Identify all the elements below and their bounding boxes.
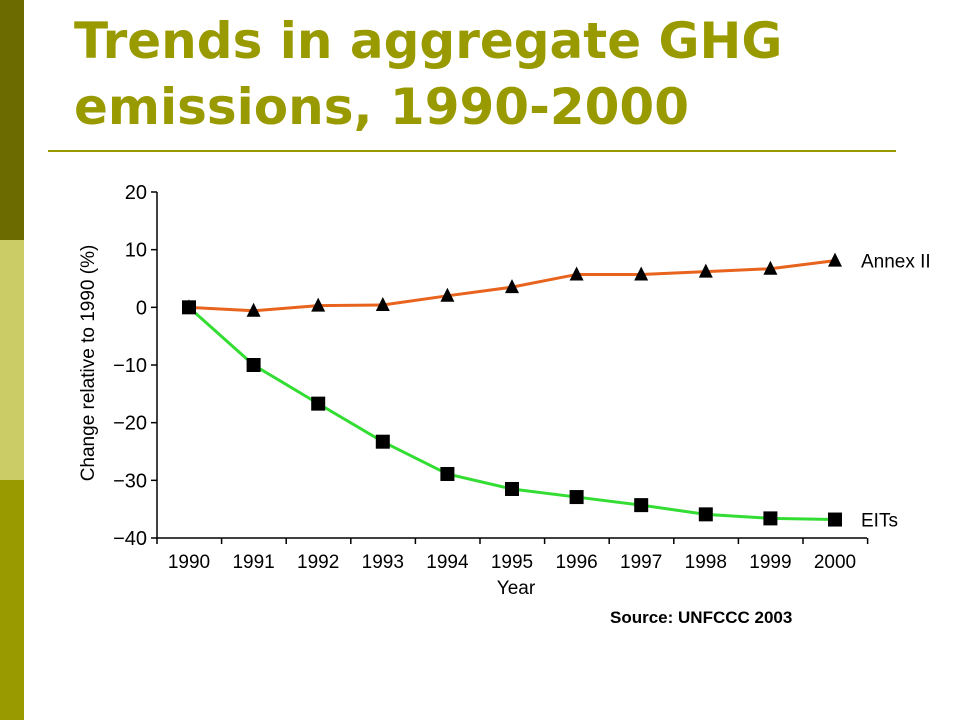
y-tick-label: −20	[113, 413, 147, 435]
data-point-eits	[311, 396, 326, 411]
y-tick-label: −40	[113, 528, 147, 550]
series-layer: Annex II EITs	[182, 252, 931, 532]
source-note: Source: UNFCCC 2003	[610, 608, 793, 627]
x-tick-label: 1993	[362, 552, 404, 573]
x-tick-label: 1996	[555, 552, 597, 573]
y-tick-label: 20	[125, 182, 147, 204]
y-ticks: 20 10 0 −10 −20 −30 −40	[113, 182, 157, 550]
y-tick-label: −30	[113, 470, 147, 492]
data-point-annex-ii	[763, 260, 778, 275]
data-point-annex-ii	[246, 302, 261, 317]
data-point-annex-ii	[505, 279, 519, 294]
sidebar-band-light	[0, 240, 24, 480]
data-point-annex-ii	[440, 287, 455, 302]
data-point-eits	[828, 512, 842, 527]
data-point-eits	[763, 511, 778, 526]
series-label-eits: EITs	[861, 511, 898, 532]
sidebar-band-dark	[0, 0, 24, 240]
x-tick-label: 1990	[168, 552, 210, 573]
sidebar-band-olive	[0, 480, 24, 720]
title-divider	[48, 150, 896, 152]
data-point-eits	[698, 507, 713, 522]
x-tick-label: 1997	[620, 552, 662, 573]
x-tick-label: 1992	[297, 552, 339, 573]
x-tick-label: 1995	[491, 552, 533, 573]
x-axis-label: Year	[497, 578, 536, 599]
data-point-eits	[569, 490, 584, 505]
data-point-annex-ii	[311, 297, 326, 312]
slide-title: Trends in aggregate GHG emissions, 1990-…	[74, 12, 783, 136]
data-point-annex-ii	[634, 266, 649, 281]
x-tick-label: 1991	[232, 552, 274, 573]
x-tick-label: 1994	[426, 552, 469, 573]
series-label-annex-ii: Annex II	[861, 252, 931, 273]
data-point-eits	[375, 434, 390, 449]
y-tick-label: 0	[136, 297, 147, 319]
x-ticks: 1990 1991 1992 1993 1994 1995 1996 1997 1998 1999…	[156, 538, 869, 573]
y-tick-label: 10	[125, 240, 147, 262]
data-point-eits	[634, 498, 649, 513]
data-point-annex-ii	[569, 266, 584, 281]
x-tick-label: 2000	[814, 552, 856, 573]
data-point-eits	[246, 358, 261, 372]
data-point-eits	[505, 481, 519, 496]
data-point-annex-ii	[828, 252, 842, 267]
data-point-eits	[182, 300, 196, 315]
data-point-annex-ii	[375, 297, 390, 312]
data-point-annex-ii	[698, 263, 713, 278]
x-tick-label: 1999	[749, 552, 791, 573]
y-tick-label: −10	[113, 355, 147, 377]
y-axis-label: Change relative to 1990 (%)	[78, 245, 99, 482]
data-point-eits	[440, 466, 455, 481]
x-tick-label: 1998	[685, 552, 727, 573]
